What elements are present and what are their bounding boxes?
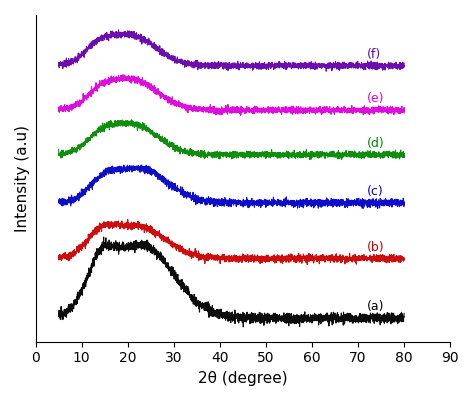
Text: (f): (f) xyxy=(367,48,382,61)
Text: (d): (d) xyxy=(367,137,385,150)
Y-axis label: Intensity (a.u): Intensity (a.u) xyxy=(15,125,30,232)
Text: (c): (c) xyxy=(367,185,384,198)
Text: (e): (e) xyxy=(367,92,385,105)
Text: (b): (b) xyxy=(367,241,385,254)
X-axis label: 2θ (degree): 2θ (degree) xyxy=(198,371,288,386)
Text: (a): (a) xyxy=(367,300,385,314)
